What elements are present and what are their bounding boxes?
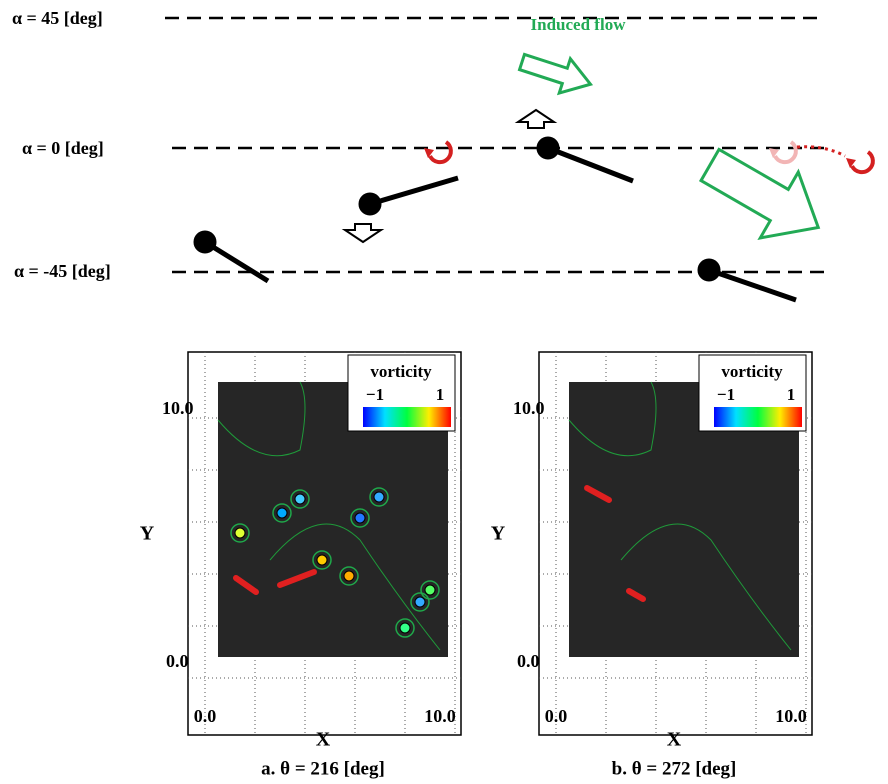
y-axis-label: Y [140, 523, 155, 545]
vortex-core [400, 623, 410, 633]
colorbar-max: 1 [787, 385, 796, 404]
level-lines [165, 18, 825, 272]
flow-arrow [516, 45, 596, 101]
vortex-core [374, 492, 384, 502]
colorbar [363, 407, 451, 427]
x-axis-label: X [316, 729, 331, 751]
down-arrow [345, 224, 381, 242]
colorbar-max: 1 [436, 385, 445, 404]
vortex-core [317, 555, 327, 565]
colorbar-title: vorticity [721, 362, 783, 381]
vortex-core [277, 508, 287, 518]
angle-diagram: α = 45 [deg] α = 0 [deg] α = -45 [deg] I… [12, 8, 873, 300]
annotation: Induced flow [531, 15, 627, 34]
y-tick-label: 0.0 [517, 651, 540, 671]
vortex-core [295, 494, 305, 504]
vortex-core [344, 571, 354, 581]
level-label: α = 0 [deg] [22, 138, 104, 158]
caption: a. θ = 216 [deg] [261, 758, 385, 779]
colorbar-title: vorticity [370, 362, 432, 381]
y-tick-label: 0.0 [166, 651, 189, 671]
flow-arrow [691, 132, 837, 260]
vortex-symbols [424, 142, 873, 172]
vortex-core [415, 597, 425, 607]
up-arrow [518, 110, 554, 128]
vortex-core [425, 585, 435, 595]
x-tick-label: 0.0 [194, 706, 217, 726]
figure: α = 45 [deg] α = 0 [deg] α = -45 [deg] I… [0, 0, 888, 784]
panel: vorticity −1 1 10.0 0.0 0.0 10.0 Y Xa. θ = 216 [… [140, 352, 461, 779]
x-tick-label: 0.0 [545, 706, 568, 726]
x-tick-label: 10.0 [424, 706, 456, 726]
y-axis-label: Y [491, 523, 506, 545]
level-label: α = 45 [deg] [12, 8, 103, 28]
colorbar-min: −1 [717, 385, 735, 404]
colorbar-min: −1 [366, 385, 384, 404]
vortex-core [355, 513, 365, 523]
vortex-core [235, 528, 245, 538]
caption: b. θ = 272 [deg] [612, 758, 737, 779]
x-tick-label: 10.0 [775, 706, 807, 726]
y-tick-label: 10.0 [513, 398, 545, 418]
level-label: α = -45 [deg] [14, 261, 111, 281]
colorbar [714, 407, 802, 427]
y-tick-label: 10.0 [162, 398, 194, 418]
x-axis-label: X [667, 729, 682, 751]
plates [196, 139, 796, 300]
